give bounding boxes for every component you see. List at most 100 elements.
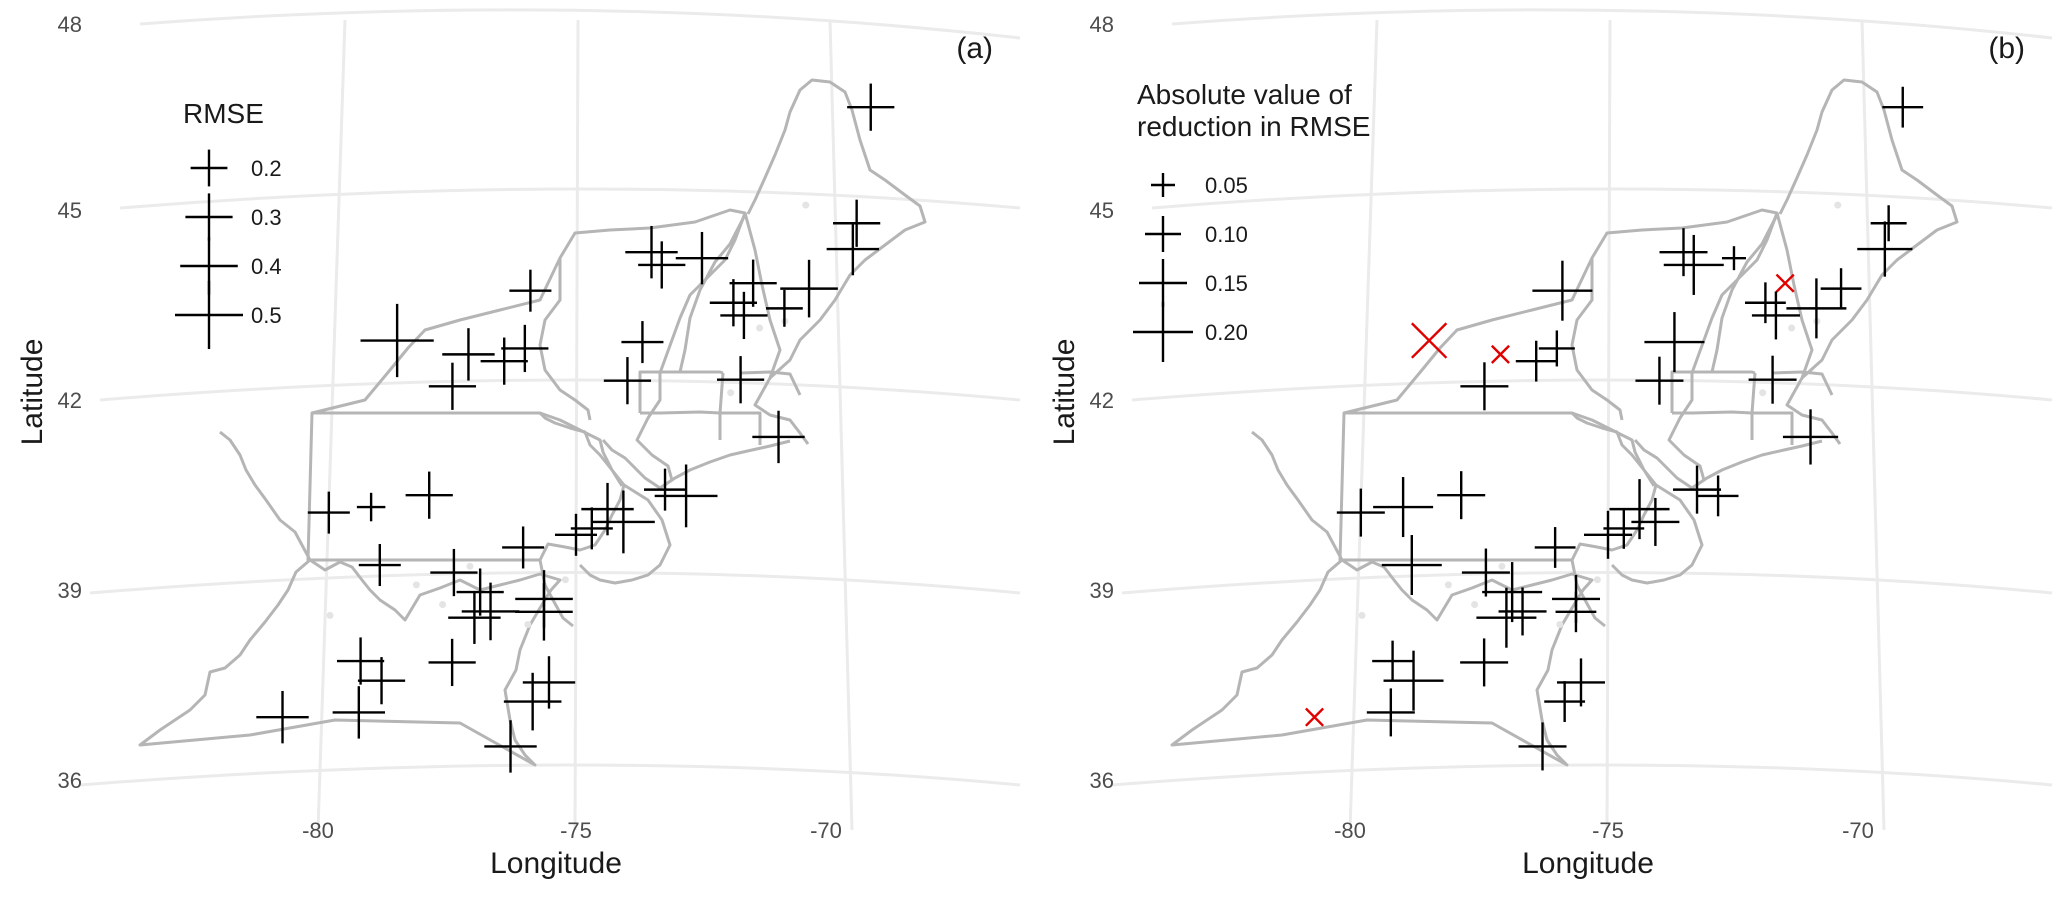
y-tick: 45 [1090, 198, 1114, 223]
station-marker [501, 324, 549, 373]
station-marker [1372, 640, 1413, 682]
station-marker [1635, 356, 1684, 405]
y-tick: 48 [1090, 12, 1114, 37]
station-marker [1437, 471, 1486, 520]
x-tick: -80 [1334, 818, 1366, 843]
station-marker [503, 672, 562, 731]
station-marker [1663, 234, 1724, 295]
marker-arm-d2 [1775, 273, 1795, 293]
station-marker [555, 513, 597, 556]
y-axis-title: Latitude [1048, 339, 1081, 446]
y-tick: 42 [1090, 388, 1114, 413]
station-marker-increase [1305, 707, 1324, 727]
station-marker [675, 231, 729, 285]
station-marker [1751, 291, 1800, 340]
station-marker-increase [1775, 273, 1795, 293]
panel-tag: (a) [956, 32, 993, 65]
legend-label: 0.2 [251, 156, 282, 181]
y-tick: 45 [58, 198, 82, 223]
station-marker [1461, 548, 1510, 597]
station-marker-increase [1490, 344, 1510, 364]
station-marker [1697, 475, 1739, 517]
station-marker [456, 568, 504, 616]
station-marker [1870, 205, 1907, 242]
station-marker [729, 259, 777, 307]
x-tick: -75 [1592, 818, 1624, 843]
legend-title: RMSE [183, 98, 264, 129]
legend-title: reduction in RMSE [1137, 111, 1370, 142]
ghost-dot [1358, 611, 1366, 619]
ghost-dot [1498, 562, 1506, 570]
panel-a: 48 45 42 39 36 -80 -75 -70 Longitude Lat… [16, 8, 1021, 880]
station-marker [515, 582, 573, 641]
station-marker [1603, 507, 1645, 549]
legend-key [185, 193, 233, 241]
station-marker [654, 464, 718, 528]
station-marker [442, 328, 495, 381]
legend-label: 0.15 [1205, 271, 1248, 296]
y-axis-title: Latitude [16, 339, 49, 446]
station-marker [461, 582, 520, 641]
y-tick: 36 [1090, 768, 1114, 793]
ghost-dot [802, 201, 810, 209]
marker-arm-d2 [1305, 707, 1324, 727]
ghost-dot [466, 562, 474, 570]
station-marker [428, 638, 476, 687]
legend-label: 0.5 [251, 303, 282, 328]
station-marker [1383, 650, 1444, 711]
station-markers-a [256, 83, 895, 773]
station-marker [709, 279, 758, 327]
station-marker [1366, 688, 1415, 737]
y-tick: 36 [58, 768, 82, 793]
station-marker [1544, 681, 1586, 723]
station-marker [358, 544, 401, 587]
station-marker [833, 199, 881, 247]
station-marker [603, 357, 652, 405]
station-marker [644, 468, 687, 511]
station-marker [1373, 477, 1434, 538]
station-marker [360, 303, 434, 378]
x-tick: -70 [810, 818, 842, 843]
ghost-dot [1834, 201, 1842, 209]
station-marker [581, 482, 634, 536]
station-marker [1748, 355, 1797, 404]
ghost-dot [756, 324, 764, 332]
legend-label: 0.05 [1205, 173, 1248, 198]
station-marker [1482, 562, 1543, 623]
panel-tag: (b) [1988, 32, 2025, 65]
station-marker [502, 526, 545, 569]
station-marker [448, 591, 501, 644]
legend-key [175, 281, 243, 349]
station-marker [1644, 312, 1705, 373]
x-tick: -70 [1842, 818, 1874, 843]
y-tick: 48 [58, 12, 82, 37]
x-tick: -80 [302, 818, 334, 843]
station-markers-b [1305, 86, 1924, 771]
ghost-dot [439, 601, 447, 609]
station-marker [847, 83, 895, 131]
ghost-dot [1759, 389, 1767, 397]
legend-label: 0.3 [251, 205, 282, 230]
station-marker [766, 289, 803, 327]
panel-b: 48 45 42 39 36 -80 -75 -70 Longitude Lat… [1048, 8, 2053, 880]
state-boundaries-b [1170, 78, 1959, 767]
ghost-dot [524, 621, 532, 629]
station-marker [480, 337, 528, 385]
axes-b: 48 45 42 39 36 -80 -75 -70 Longitude Lat… [1048, 12, 2025, 880]
legend-key [1139, 259, 1187, 307]
legend-title: Absolute value of [1137, 79, 1352, 110]
station-marker [1515, 340, 1557, 382]
ghost-dot [1593, 576, 1601, 584]
legend-label: 0.20 [1205, 320, 1248, 345]
station-marker [356, 492, 386, 522]
station-marker [1381, 535, 1442, 596]
station-marker [336, 637, 385, 685]
station-marker [357, 657, 406, 705]
station-marker [1460, 638, 1509, 687]
x-axis-title: Longitude [1522, 847, 1654, 880]
station-marker [638, 241, 686, 289]
station-marker [1745, 282, 1786, 324]
station-marker [1721, 246, 1746, 271]
ghost-dot [727, 389, 735, 397]
